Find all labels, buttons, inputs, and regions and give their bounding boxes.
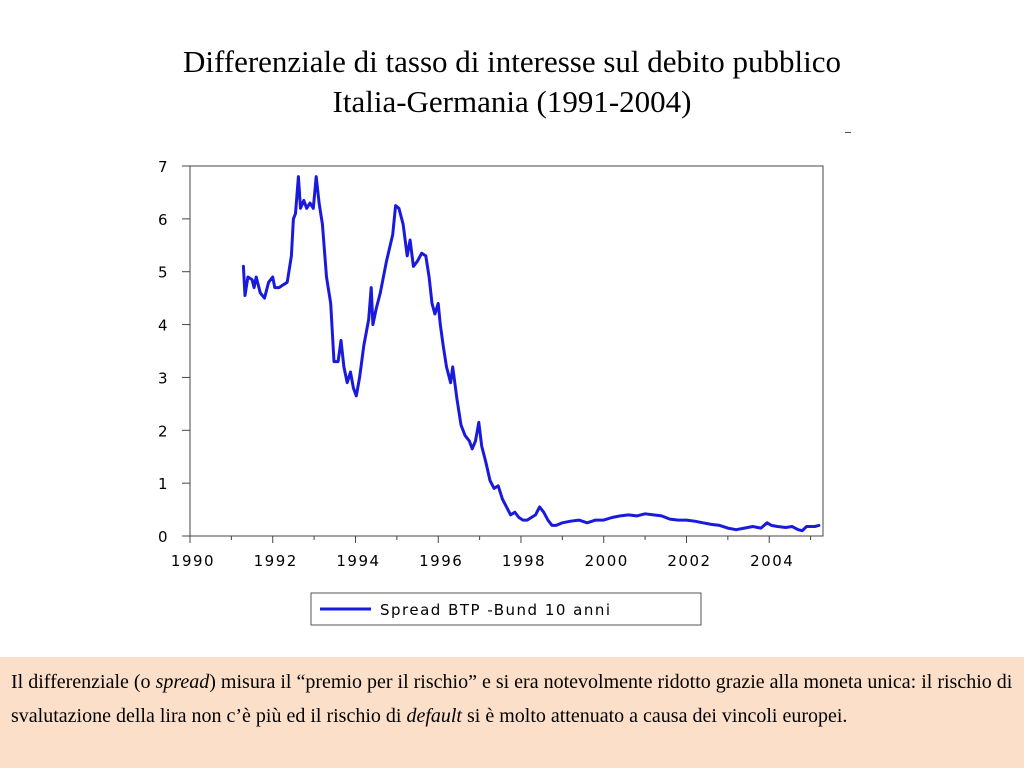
x-tick-label: 2000 (585, 552, 629, 570)
chart-series (241, 175, 821, 533)
plot-frame (189, 165, 824, 537)
x-tick-label: 1990 (171, 552, 215, 570)
x-tick-label: 1996 (419, 552, 463, 570)
legend-box (310, 592, 702, 626)
title-line-2: Italia-Germania (1991-2004) (332, 84, 692, 119)
caption-italic-spread: spread (155, 671, 210, 693)
y-tick-label: 7 (158, 158, 169, 176)
chart-legend: Spread BTP -Bund 10 anni (310, 592, 702, 626)
y-tick-label: 6 (158, 211, 169, 229)
series-line-spread (241, 175, 821, 533)
caption-part-1: Il differenziale (o (11, 671, 156, 693)
caption-text: Il differenziale (o spread) misura il “p… (11, 671, 1012, 727)
y-tick-label: 0 (158, 528, 169, 546)
legend-series-label: Spread BTP -Bund 10 anni (380, 601, 612, 619)
x-tick-label: 1998 (502, 552, 546, 570)
spread-chart: 0 1 2 3 4 5 6 7 1990 1992 1994 1996 1998 2000 2002 2004… (158, 132, 851, 626)
x-tick-label: 2002 (667, 552, 711, 570)
caption-box: Il differenziale (o spread) misura il “p… (0, 657, 1024, 768)
y-tick-label: 1 (158, 475, 169, 493)
x-tick-label: 1994 (336, 552, 380, 570)
caption-part-3: si è molto attenuato a causa dei vincoli… (461, 705, 848, 727)
y-tick-label: 2 (158, 422, 169, 440)
chart-axes (189, 165, 824, 537)
caption-italic-default: default (406, 705, 462, 727)
small-dash-mark (845, 132, 851, 133)
y-tick-label: 5 (158, 264, 169, 282)
slide-title: Differenziale di tasso di interesse sul … (0, 42, 1024, 122)
y-tick-label: 3 (158, 369, 169, 387)
chart-ticks: 0 1 2 3 4 5 6 7 1990 1992 1994 1996 1998 2000 2002 2004 (158, 158, 812, 570)
x-tick-label: 2004 (750, 552, 794, 570)
x-tick-label: 1992 (254, 552, 298, 570)
title-line-1: Differenziale di tasso di interesse sul … (182, 44, 841, 79)
caption-part-2: ) misura il “premio per il rischio” e si… (11, 671, 1013, 727)
y-tick-label: 4 (158, 317, 169, 335)
